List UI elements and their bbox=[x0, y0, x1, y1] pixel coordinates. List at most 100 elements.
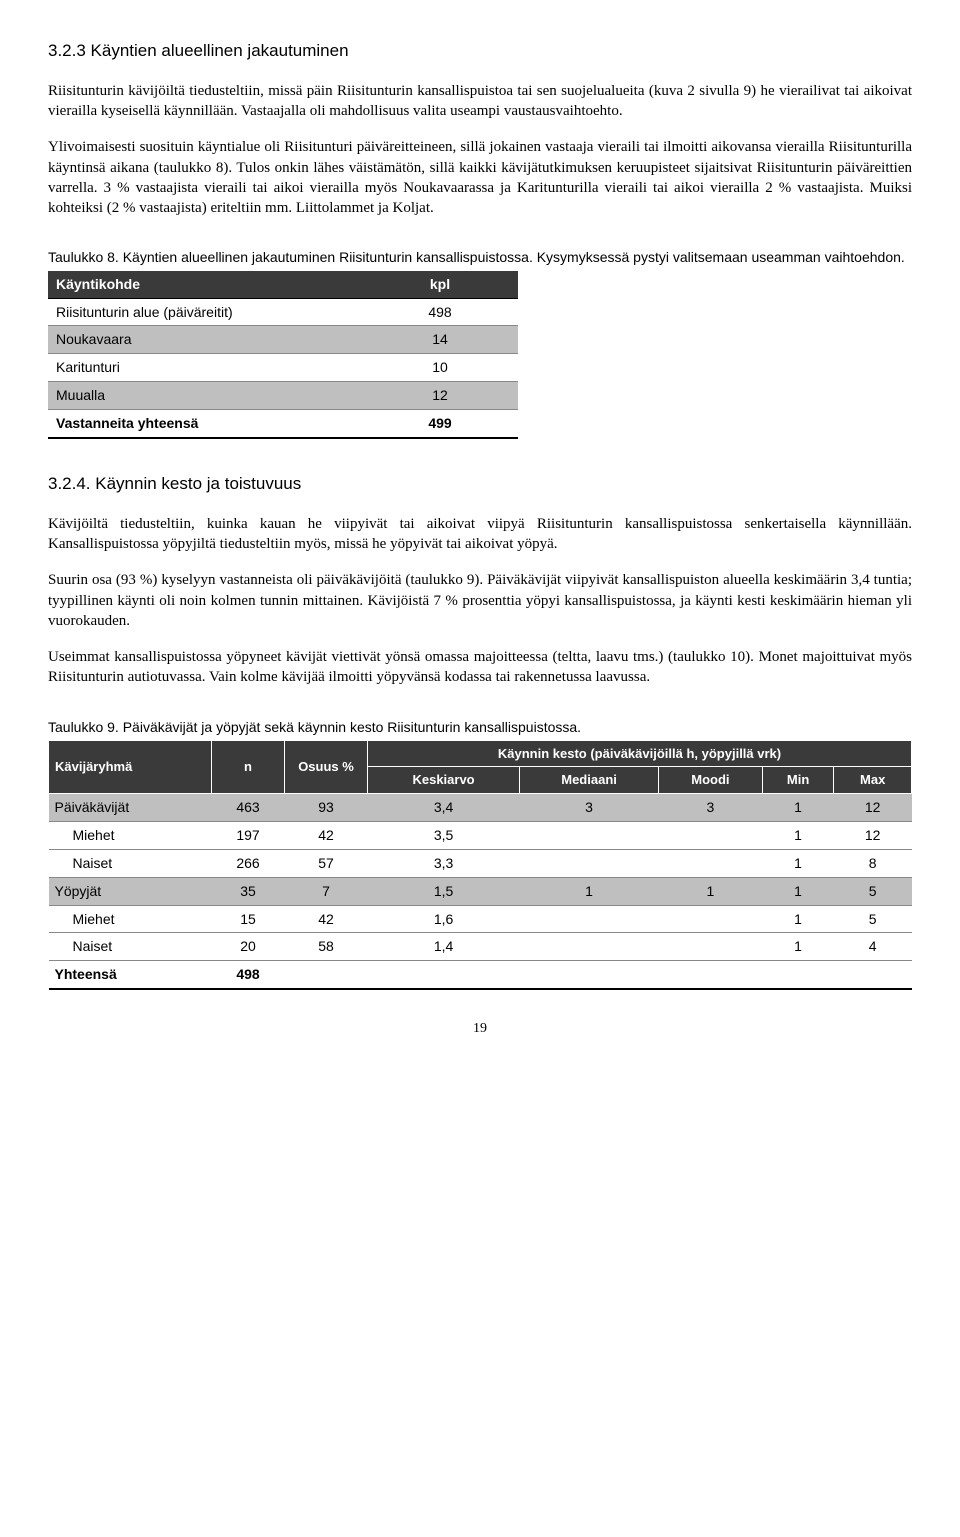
t9-h-min: Min bbox=[762, 767, 834, 794]
cell: 15 bbox=[212, 905, 285, 933]
cell bbox=[368, 961, 520, 989]
cell bbox=[834, 961, 912, 989]
table-8: Käyntikohde kpl Riisitunturin alue (päiv… bbox=[48, 271, 518, 439]
cell-label: Muualla bbox=[48, 382, 362, 410]
cell bbox=[520, 905, 659, 933]
cell bbox=[659, 905, 763, 933]
cell: 1 bbox=[762, 905, 834, 933]
cell: 1 bbox=[520, 877, 659, 905]
t9-h-n: n bbox=[212, 740, 285, 793]
table-row-total: Yhteensä498 bbox=[49, 961, 912, 989]
cell bbox=[659, 961, 763, 989]
cell: 1 bbox=[659, 877, 763, 905]
cell: 3 bbox=[520, 793, 659, 821]
cell: Yöpyjät bbox=[49, 877, 212, 905]
cell-label: Vastanneita yhteensä bbox=[48, 410, 362, 438]
cell: 197 bbox=[212, 821, 285, 849]
cell-value: 498 bbox=[212, 961, 285, 989]
cell bbox=[520, 849, 659, 877]
cell: 58 bbox=[285, 933, 368, 961]
cell: Miehet bbox=[49, 821, 212, 849]
cell: 20 bbox=[212, 933, 285, 961]
table-row-total: Vastanneita yhteensä499 bbox=[48, 410, 518, 438]
t9-h-mediaani: Mediaani bbox=[520, 767, 659, 794]
cell-value: 12 bbox=[362, 382, 518, 410]
table-9: Kävijäryhmä n Osuus % Käynnin kesto (päi… bbox=[48, 740, 912, 990]
cell bbox=[659, 933, 763, 961]
cell: 42 bbox=[285, 821, 368, 849]
cell: 12 bbox=[834, 821, 912, 849]
table-row: Riisitunturin alue (päiväreitit)498 bbox=[48, 298, 518, 326]
table8-col-kpl: kpl bbox=[362, 271, 518, 298]
cell bbox=[520, 961, 659, 989]
cell: 3,5 bbox=[368, 821, 520, 849]
table-row: Naiset266573,3 18 bbox=[49, 849, 912, 877]
table-row: Karitunturi10 bbox=[48, 354, 518, 382]
cell: 3 bbox=[659, 793, 763, 821]
cell: 1 bbox=[762, 877, 834, 905]
section-heading-1: 3.2.3 Käyntien alueellinen jakautuminen bbox=[48, 40, 912, 63]
cell-value: 14 bbox=[362, 326, 518, 354]
cell: Naiset bbox=[49, 849, 212, 877]
table9-caption: Taulukko 9. Päiväkävijät ja yöpyjät sekä… bbox=[48, 718, 912, 736]
cell: 12 bbox=[834, 793, 912, 821]
cell bbox=[659, 821, 763, 849]
table-row: Muualla12 bbox=[48, 382, 518, 410]
cell-value: 498 bbox=[362, 298, 518, 326]
cell-value: 10 bbox=[362, 354, 518, 382]
cell: 5 bbox=[834, 905, 912, 933]
cell-label: Karitunturi bbox=[48, 354, 362, 382]
table-row: Miehet197423,5 112 bbox=[49, 821, 912, 849]
table8-col-kohde: Käyntikohde bbox=[48, 271, 362, 298]
cell: 57 bbox=[285, 849, 368, 877]
t9-h-keskiarvo: Keskiarvo bbox=[368, 767, 520, 794]
cell: 4 bbox=[834, 933, 912, 961]
t9-h-moodi: Moodi bbox=[659, 767, 763, 794]
cell: Naiset bbox=[49, 933, 212, 961]
cell bbox=[762, 961, 834, 989]
t9-h-group: Kävijäryhmä bbox=[49, 740, 212, 793]
paragraph: Suurin osa (93 %) kyselyyn vastanneista … bbox=[48, 570, 912, 631]
cell: 35 bbox=[212, 877, 285, 905]
cell bbox=[659, 849, 763, 877]
cell: 42 bbox=[285, 905, 368, 933]
cell-value: 499 bbox=[362, 410, 518, 438]
paragraph: Ylivoimaisesti suosituin käyntialue oli … bbox=[48, 137, 912, 218]
t9-h-max: Max bbox=[834, 767, 912, 794]
table-row: Noukavaara14 bbox=[48, 326, 518, 354]
cell-label: Noukavaara bbox=[48, 326, 362, 354]
cell: 1 bbox=[762, 849, 834, 877]
table8-caption: Taulukko 8. Käyntien alueellinen jakautu… bbox=[48, 248, 912, 266]
paragraph: Riisitunturin kävijöiltä tiedusteltiin, … bbox=[48, 81, 912, 122]
paragraph: Kävijöiltä tiedusteltiin, kuinka kauan h… bbox=[48, 514, 912, 555]
cell: 3,3 bbox=[368, 849, 520, 877]
cell: Päiväkävijät bbox=[49, 793, 212, 821]
cell: 7 bbox=[285, 877, 368, 905]
cell: Miehet bbox=[49, 905, 212, 933]
page-number: 19 bbox=[48, 1020, 912, 1039]
cell: 1 bbox=[762, 821, 834, 849]
cell bbox=[520, 821, 659, 849]
cell: 1,4 bbox=[368, 933, 520, 961]
cell bbox=[520, 933, 659, 961]
cell: 1 bbox=[762, 933, 834, 961]
cell bbox=[285, 961, 368, 989]
cell: 3,4 bbox=[368, 793, 520, 821]
table-row: Miehet15421,615 bbox=[49, 905, 912, 933]
paragraph: Useimmat kansallispuistossa yöpyneet käv… bbox=[48, 647, 912, 688]
cell: 5 bbox=[834, 877, 912, 905]
table-row: Naiset20581,4 14 bbox=[49, 933, 912, 961]
cell: 266 bbox=[212, 849, 285, 877]
t9-h-kesto: Käynnin kesto (päiväkävijöillä h, yöpyji… bbox=[368, 740, 912, 767]
cell: 93 bbox=[285, 793, 368, 821]
table-row: Yöpyjät3571,51115 bbox=[49, 877, 912, 905]
cell: 1,6 bbox=[368, 905, 520, 933]
table-row: Päiväkävijät463933,433112 bbox=[49, 793, 912, 821]
cell: 1 bbox=[762, 793, 834, 821]
cell: 463 bbox=[212, 793, 285, 821]
cell-label: Riisitunturin alue (päiväreitit) bbox=[48, 298, 362, 326]
cell-label: Yhteensä bbox=[49, 961, 212, 989]
section-heading-2: 3.2.4. Käynnin kesto ja toistuvuus bbox=[48, 473, 912, 496]
t9-h-osuus: Osuus % bbox=[285, 740, 368, 793]
cell: 8 bbox=[834, 849, 912, 877]
